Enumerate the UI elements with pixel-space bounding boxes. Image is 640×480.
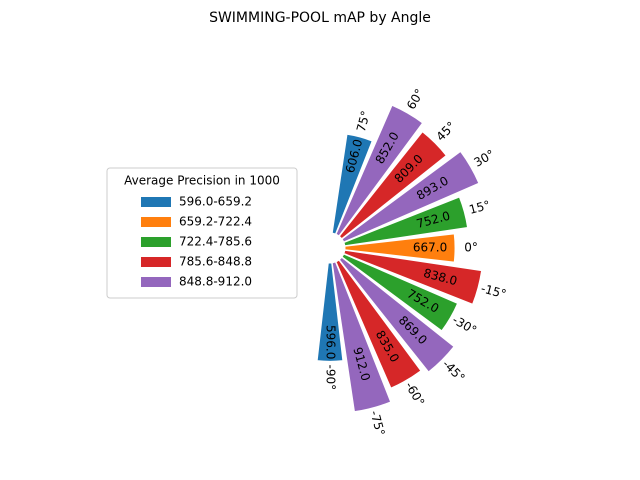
- bar: [341, 150, 480, 243]
- bar: [343, 196, 469, 247]
- bar: [338, 131, 447, 240]
- legend-label: 785.6-848.8: [179, 255, 252, 269]
- angle-label: 45°: [433, 119, 458, 144]
- angle-label: 30°: [471, 147, 496, 170]
- legend-swatch: [141, 257, 171, 267]
- bar: [338, 256, 455, 373]
- bar: [344, 233, 456, 263]
- legend-swatch: [141, 277, 171, 287]
- bar: [335, 104, 424, 237]
- angle-label: 15°: [468, 198, 492, 217]
- bar: [341, 253, 459, 332]
- bar: [335, 259, 422, 389]
- angle-label: 75°: [354, 109, 373, 133]
- value-label: 596.0: [324, 325, 338, 359]
- legend-label: 596.0-659.2: [179, 195, 252, 209]
- angle-label: -30°: [450, 313, 479, 338]
- bar: [331, 133, 373, 235]
- angle-label: -45°: [440, 357, 468, 385]
- angle-label: -60°: [402, 379, 427, 408]
- bar: [343, 249, 483, 305]
- legend-swatch: [141, 237, 171, 247]
- bar: [331, 261, 392, 413]
- angle-label: -15°: [479, 281, 507, 301]
- legend-swatch: [141, 197, 171, 207]
- bar: [316, 262, 344, 362]
- chart-title: SWIMMING-POOL mAP by Angle: [209, 10, 431, 26]
- value-label: 667.0: [413, 241, 447, 255]
- legend-swatch: [141, 217, 171, 227]
- legend-title: Average Precision in 1000: [124, 174, 280, 188]
- legend-label: 659.2-722.4: [179, 215, 252, 229]
- angle-label: -90°: [324, 365, 338, 391]
- angle-label: -75°: [367, 409, 387, 437]
- legend-label: 848.8-912.0: [179, 275, 252, 289]
- legend-label: 722.4-785.6: [179, 235, 252, 249]
- angle-label: 60°: [404, 86, 427, 111]
- angle-label: 0°: [464, 241, 478, 255]
